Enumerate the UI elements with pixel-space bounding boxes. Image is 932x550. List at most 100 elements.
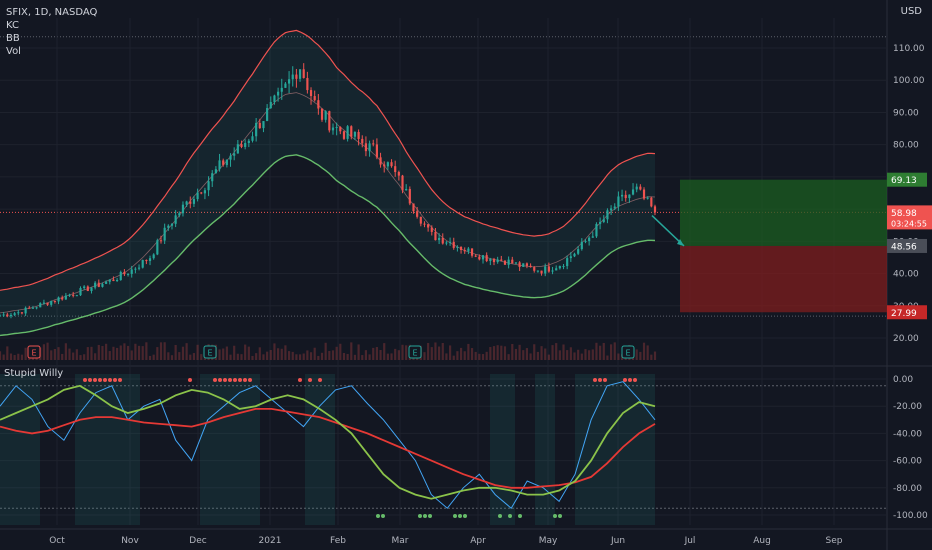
candle: [423, 223, 426, 225]
oscillator-title[interactable]: Stupid Willy: [4, 368, 64, 379]
loss-zone: [680, 245, 887, 313]
volume-bar: [200, 354, 203, 360]
candle: [573, 253, 576, 257]
candle: [203, 190, 207, 194]
candle: [368, 143, 371, 152]
price-tick-label: 110.00: [893, 44, 925, 54]
volume-bar: [397, 350, 400, 360]
volume-bar: [236, 353, 239, 360]
stop-price-tag-bg: [887, 305, 927, 320]
oversold-dot: [428, 514, 432, 518]
volume-bar: [584, 349, 587, 360]
candle: [28, 307, 31, 309]
candle: [298, 69, 302, 79]
overbought-dot: [228, 378, 232, 382]
volume-bar: [496, 345, 499, 360]
candle: [130, 269, 133, 274]
candle: [544, 266, 547, 274]
candle: [196, 192, 199, 200]
candle: [86, 286, 89, 292]
volume-bar: [617, 353, 620, 360]
indicator-bb[interactable]: BB: [6, 33, 20, 44]
candle: [577, 249, 580, 254]
candle: [350, 126, 353, 137]
overbought-dot: [598, 378, 602, 382]
time-axis[interactable]: Oct Nov Dec 2021 Feb Mar Apr May Jun Jul Aug Sep: [49, 536, 843, 546]
volume-bar: [255, 353, 258, 360]
volume-bar: [258, 347, 261, 360]
oscillator-shading: [0, 374, 655, 525]
candle: [148, 258, 152, 262]
candle: [200, 192, 203, 194]
volume-bar: [639, 351, 642, 360]
overbought-dot: [628, 378, 632, 382]
volume-bar: [24, 347, 27, 360]
volume-bar: [145, 342, 148, 360]
profit-zone: [680, 179, 887, 246]
overbought-dot: [308, 378, 312, 382]
candle: [185, 201, 188, 205]
volume-bar: [46, 342, 49, 360]
candle: [496, 259, 499, 263]
volume-bar: [573, 352, 576, 360]
volume-bar: [456, 351, 459, 360]
volume-bar: [609, 344, 613, 360]
candle: [536, 270, 539, 272]
earnings-marker: [27, 345, 41, 359]
volume-bar: [650, 354, 653, 360]
price-tick-label: 40.00: [893, 270, 919, 280]
candle: [255, 122, 258, 137]
candle: [584, 241, 587, 243]
volume-bar: [361, 355, 364, 360]
volume-bar: [544, 348, 547, 360]
candle: [533, 267, 536, 271]
osc-zone: [490, 374, 515, 525]
volume-bar: [218, 349, 221, 360]
candle: [456, 246, 459, 248]
volume-bar: [287, 351, 291, 360]
candle: [178, 213, 181, 216]
oversold-dot: [418, 514, 422, 518]
candle: [211, 173, 214, 182]
volume-bar: [558, 350, 561, 360]
candle: [170, 223, 174, 226]
osc-tick-label: -40.00: [893, 429, 922, 439]
position-zones: [680, 179, 887, 313]
candle: [463, 249, 466, 252]
overbought-dot: [213, 378, 217, 382]
candle: [163, 227, 166, 241]
volume-bar: [463, 351, 466, 360]
indicator-kc[interactable]: KC: [6, 20, 19, 31]
volume-bar: [591, 349, 594, 360]
candle: [500, 259, 503, 261]
volume-bar: [427, 342, 430, 360]
volume-bar: [192, 353, 196, 360]
volume-bar: [342, 352, 346, 360]
candle: [650, 197, 653, 207]
volume-bar: [68, 348, 71, 360]
volume-bar: [101, 346, 104, 360]
candle: [383, 164, 386, 167]
candle: [17, 312, 20, 314]
volume-bar: [163, 342, 166, 360]
volume-bar: [551, 345, 554, 360]
candle: [134, 268, 137, 270]
candle: [266, 108, 269, 122]
volume-bar: [170, 355, 174, 360]
indicator-vol[interactable]: Vol: [6, 46, 21, 57]
volume-bar: [86, 347, 89, 360]
volume-bar: [525, 348, 529, 360]
volume-bar: [284, 345, 287, 360]
volume-bar: [379, 349, 382, 360]
candle: [57, 297, 60, 302]
symbol-title[interactable]: SFIX, 1D, NASDAQ: [6, 7, 98, 18]
oscillator-axis[interactable]: 0.00 -20.00 -40.00 -60.00 -80.00 -100.00: [893, 375, 928, 521]
candle: [467, 248, 470, 252]
volume-bar: [372, 347, 375, 360]
candle: [295, 74, 298, 79]
candle: [262, 121, 265, 129]
candle: [181, 204, 185, 214]
volume-bar: [90, 346, 93, 360]
candle: [302, 69, 305, 78]
